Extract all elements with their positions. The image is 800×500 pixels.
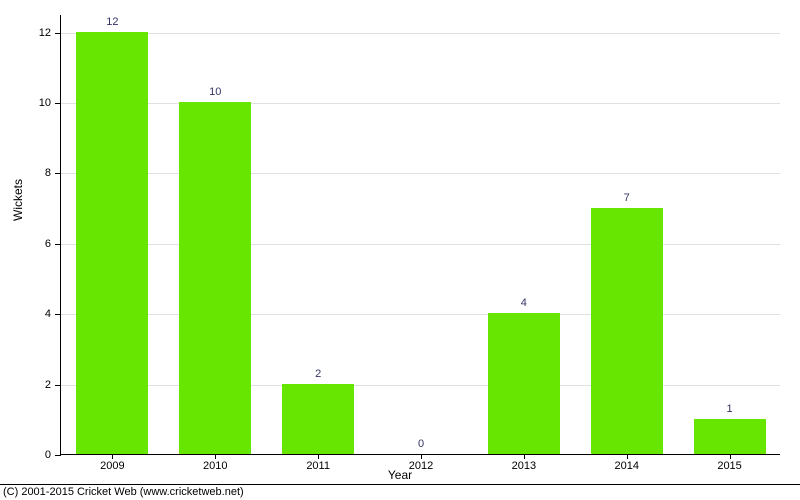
plot-area: 0246810121220091020102201102012420137201…: [60, 15, 780, 455]
x-tick: [318, 454, 319, 459]
chart-container: 0 2 4 6 8 10 12 12 2009 10 2010 2 2011 0 2012 4 2013 7 201…: [0, 0, 800, 500]
y-tick: [55, 385, 61, 386]
y-tick-label: 6: [45, 238, 51, 250]
bar: [591, 208, 663, 454]
x-tick: [421, 454, 422, 459]
copyright-text: (C) 2001-2015 Cricket Web (www.cricketwe…: [3, 486, 244, 498]
y-tick: [55, 314, 61, 315]
bar: [282, 384, 354, 454]
footer-divider: [0, 484, 800, 485]
x-axis-label: Year: [388, 468, 412, 482]
x-tick: [215, 454, 216, 459]
y-tick: [55, 244, 61, 245]
bar-value-label: 0: [385, 438, 457, 450]
gridline: [61, 173, 780, 174]
bar-value-label: 7: [591, 192, 663, 204]
gridline: [61, 385, 780, 386]
y-tick-label: 2: [45, 379, 51, 391]
y-tick-label: 4: [45, 308, 51, 320]
y-tick: [55, 455, 61, 456]
x-tick: [730, 454, 731, 459]
gridline: [61, 314, 780, 315]
gridline: [61, 33, 780, 34]
bar-value-label: 10: [179, 86, 251, 98]
x-tick-label: 2010: [203, 460, 227, 472]
y-tick: [55, 173, 61, 174]
gridline: [61, 244, 780, 245]
bar-value-label: 2: [282, 368, 354, 380]
gridline: [61, 103, 780, 104]
y-tick-label: 12: [39, 27, 51, 39]
x-tick-label: 2011: [306, 460, 330, 472]
bar-value-label: 1: [694, 403, 766, 415]
bar-value-label: 4: [488, 297, 560, 309]
x-tick-label: 2014: [614, 460, 638, 472]
bar: [179, 102, 251, 454]
x-tick-label: 2013: [512, 460, 536, 472]
bar: [488, 313, 560, 454]
x-tick: [112, 454, 113, 459]
y-tick-label: 0: [45, 449, 51, 461]
x-tick: [627, 454, 628, 459]
x-tick-label: 2012: [409, 460, 433, 472]
x-tick-label: 2015: [717, 460, 741, 472]
y-tick-label: 10: [39, 97, 51, 109]
y-tick: [55, 103, 61, 104]
y-tick: [55, 33, 61, 34]
y-axis-label: Wickets: [11, 179, 25, 221]
x-tick: [524, 454, 525, 459]
bar: [694, 419, 766, 454]
y-tick-label: 8: [45, 167, 51, 179]
x-tick-label: 2009: [100, 460, 124, 472]
bar: [76, 32, 148, 454]
bar-value-label: 12: [76, 16, 148, 28]
